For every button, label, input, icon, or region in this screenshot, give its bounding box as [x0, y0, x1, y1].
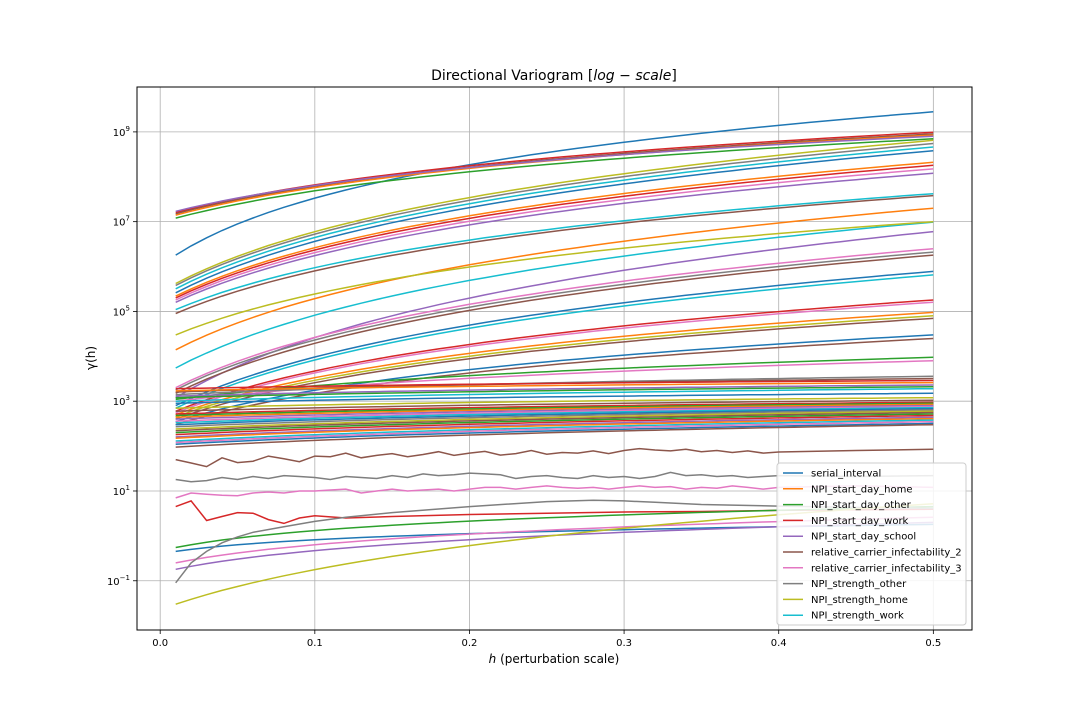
series-line-23 [175, 270, 934, 407]
legend-box [776, 462, 967, 626]
series-line-7 [175, 142, 934, 287]
series-line-42 [175, 396, 934, 409]
series-line-55 [175, 414, 934, 436]
series-line-27 [175, 311, 934, 416]
series-line-8 [175, 146, 934, 290]
legend-label: NPI_start_day_work [811, 516, 909, 527]
series-line-63 [175, 471, 934, 483]
series-line-37 [175, 381, 934, 392]
legend-label: relative_carrier_infectability_3 [811, 563, 962, 574]
series-line-38 [175, 384, 934, 397]
series-line-39 [175, 385, 934, 399]
legend-label: NPI_strength_other [811, 579, 907, 590]
series-line-25 [175, 299, 934, 412]
series-line-21 [175, 251, 934, 391]
series-line-53 [175, 411, 934, 432]
series-line-57 [175, 417, 934, 439]
series-line-44 [175, 401, 934, 415]
series-line-51 [175, 409, 934, 428]
series-line-62 [175, 447, 934, 468]
series-line-16 [175, 207, 934, 351]
series-line-64 [175, 485, 934, 499]
series-line-61 [175, 423, 934, 448]
series-line-36 [175, 379, 934, 390]
series-line-14 [175, 192, 934, 311]
chart-title: Directional Variogram [log − scale] [431, 68, 677, 84]
series-lines [175, 111, 934, 605]
y-tick-label: 101 [113, 484, 130, 498]
series-line-24 [175, 274, 934, 409]
legend-label: NPI_start_day_other [811, 500, 912, 511]
series-line-59 [175, 420, 934, 444]
series-line-11 [175, 164, 934, 299]
series-line-13 [175, 172, 934, 303]
series-line-54 [175, 413, 934, 434]
x-tick-label: 0.0 [152, 638, 168, 649]
x-axis-label: h (perturbation scale) [489, 652, 620, 666]
series-line-10 [175, 161, 934, 297]
series-line-5 [175, 138, 934, 219]
plot-frame [136, 86, 973, 631]
series-line-20 [175, 247, 934, 389]
series-line-46 [175, 403, 934, 418]
y-tick-label: 109 [113, 125, 130, 139]
series-line-48 [175, 405, 934, 422]
series-line-56 [175, 416, 934, 438]
series-line-52 [175, 410, 934, 430]
series-line-18 [175, 220, 934, 336]
x-tick-label: 0.4 [771, 638, 787, 649]
x-tick-label: 0.1 [307, 638, 323, 649]
y-tick-label: 10−1 [107, 574, 130, 588]
series-line-4 [175, 135, 934, 213]
legend-label: NPI_strength_work [811, 611, 904, 622]
series-line-12 [175, 168, 934, 301]
series-line-45 [175, 402, 934, 417]
legend-label: NPI_start_day_home [811, 484, 913, 495]
series-line-0 [175, 111, 934, 256]
series-line-58 [175, 419, 934, 442]
series-line-2 [175, 133, 934, 215]
x-tick-label: 0.5 [925, 638, 941, 649]
series-line-9 [175, 149, 934, 294]
series-line-26 [175, 301, 934, 414]
series-line-31 [175, 337, 934, 426]
legend-label: relative_carrier_infectability_2 [811, 548, 962, 559]
series-line-17 [175, 221, 934, 369]
series-line-47 [175, 404, 934, 420]
series-line-43 [175, 399, 934, 412]
series-line-22 [175, 254, 934, 394]
series-line-60 [175, 422, 934, 445]
series-line-19 [175, 230, 934, 399]
y-tick-label: 105 [113, 304, 130, 318]
series-line-6 [175, 139, 934, 285]
series-line-65 [175, 500, 934, 525]
legend: serial_interval NPI_start_day_home NPI_sta… [776, 462, 967, 626]
series-line-70 [175, 499, 934, 584]
x-tick-label: 0.3 [616, 638, 632, 649]
legend-label: NPI_strength_home [811, 595, 908, 606]
y-axis-label: γ(h) [84, 346, 98, 370]
series-line-29 [175, 317, 934, 420]
y-tick-label: 107 [113, 215, 130, 229]
series-line-15 [175, 194, 934, 315]
series-line-49 [175, 406, 934, 424]
ticks: 0.0 0.1 0.2 0.3 0.4 0.5 10−1 101 103 105 107 109 [107, 125, 941, 649]
legend-label: serial_interval [811, 469, 881, 480]
x-tick-label: 0.2 [462, 638, 478, 649]
legend-label: NPI_start_day_school [811, 532, 916, 543]
series-line-50 [175, 407, 934, 426]
y-tick-label: 103 [113, 394, 130, 408]
series-line-28 [175, 315, 934, 418]
series-line-40 [175, 387, 934, 402]
series-line-41 [175, 392, 934, 405]
